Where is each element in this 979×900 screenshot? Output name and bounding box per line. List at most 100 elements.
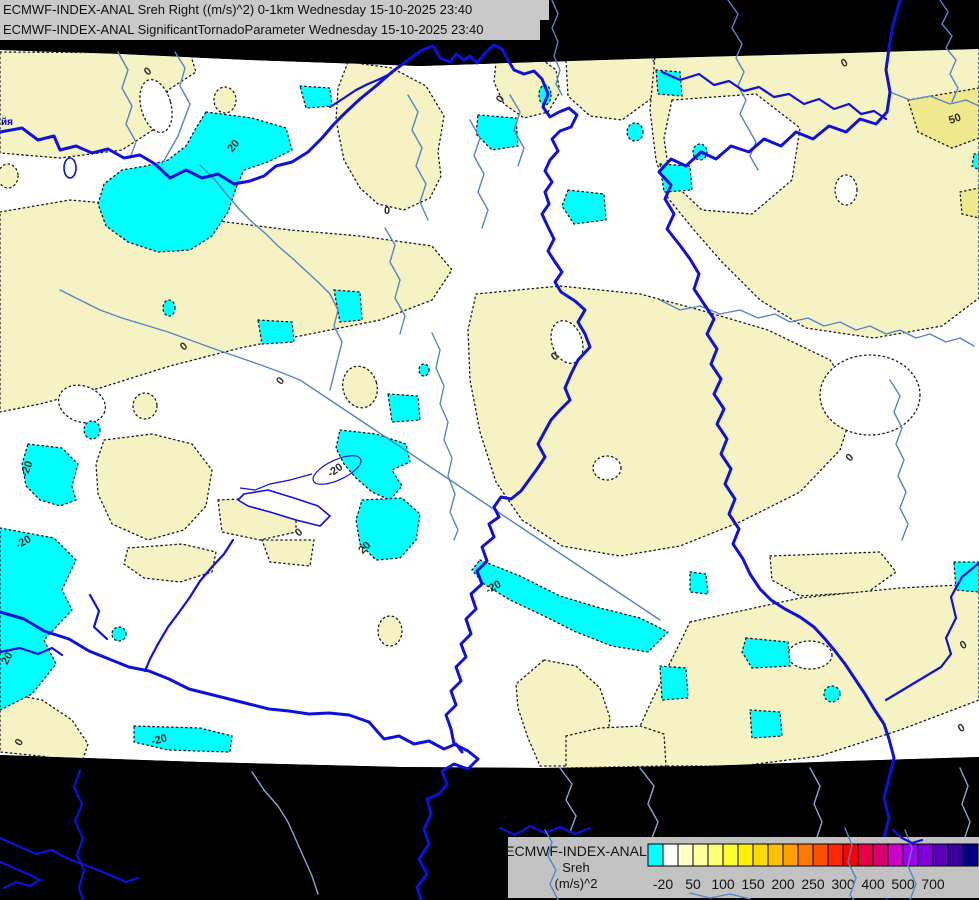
yellow50-contour-region bbox=[907, 87, 979, 149]
yellow50-contour-region bbox=[959, 187, 979, 219]
colorbar-cell bbox=[797, 843, 814, 867]
contour-label: 0 bbox=[494, 93, 507, 105]
colorbar-cell bbox=[662, 843, 679, 867]
major-river bbox=[143, 538, 235, 673]
colorbar-cell bbox=[692, 843, 709, 867]
colorbar-tick-label: -20 bbox=[653, 876, 673, 892]
lake bbox=[239, 473, 313, 491]
strong-positive-regions bbox=[907, 87, 979, 219]
white-enclave bbox=[592, 455, 622, 481]
overlay-rivers bbox=[544, 827, 924, 900]
major-river bbox=[0, 43, 592, 900]
minor-river bbox=[59, 289, 301, 381]
major-river bbox=[498, 824, 592, 837]
colorbar-cell bbox=[872, 843, 889, 867]
major-river bbox=[328, 71, 394, 109]
minor-river bbox=[559, 767, 577, 833]
cyan-contour-region bbox=[97, 111, 293, 253]
colorbar-cell bbox=[932, 843, 949, 867]
map-edge-label: йя bbox=[1, 117, 13, 128]
colorbar-cell bbox=[857, 843, 874, 867]
minor-river bbox=[659, 299, 975, 347]
cyan-contour-region bbox=[133, 725, 233, 753]
legend-parameter: Sreh bbox=[562, 860, 589, 875]
header-line-1: ECMWF-INDEX-ANAL Sreh Right ((m/s)^2) 0-… bbox=[0, 0, 549, 20]
yellow-contour-region bbox=[377, 615, 403, 647]
minor-river bbox=[889, 91, 979, 107]
colorbar-tick-label: 200 bbox=[771, 876, 795, 892]
white-enclave bbox=[139, 78, 173, 134]
colorbar-tick-label: 300 bbox=[831, 876, 855, 892]
cyan-contour-region bbox=[387, 393, 421, 423]
minor-river bbox=[384, 227, 406, 335]
colorbar-tick-label: 700 bbox=[921, 876, 945, 892]
colorbar-tick-label: 250 bbox=[801, 876, 825, 892]
minor-river bbox=[407, 94, 429, 221]
white-enclave bbox=[57, 384, 107, 424]
minor-river bbox=[251, 771, 319, 895]
colorbar-cell bbox=[782, 843, 799, 867]
major-river bbox=[0, 610, 464, 754]
colorbar-cell bbox=[752, 843, 769, 867]
minor-river bbox=[199, 164, 343, 391]
minor-river bbox=[299, 379, 661, 621]
contour-label: 20 bbox=[0, 650, 16, 667]
yellow-contour-region bbox=[95, 433, 213, 541]
minor-river bbox=[431, 332, 459, 541]
white-enclave bbox=[787, 640, 833, 670]
yellow-contour-region bbox=[132, 392, 158, 420]
white-enclave bbox=[663, 93, 801, 215]
colorbar-cell bbox=[767, 843, 784, 867]
cyan-contour-region bbox=[257, 319, 295, 345]
colorbar-cell bbox=[722, 843, 739, 867]
lakes bbox=[63, 157, 362, 527]
overlay-river bbox=[844, 827, 857, 900]
major-river bbox=[72, 768, 86, 900]
cyan-contour-region bbox=[83, 420, 101, 440]
colorbar-cell bbox=[917, 843, 934, 867]
colorbar-tick-label: 150 bbox=[741, 876, 765, 892]
cyan-contour-region bbox=[333, 289, 363, 323]
colorbar-cell bbox=[962, 843, 979, 867]
major-river bbox=[0, 836, 140, 884]
header-line-2: ECMWF-INDEX-ANAL SignificantTornadoParam… bbox=[0, 20, 540, 40]
contour-label: 0 bbox=[839, 57, 850, 70]
overlay-river bbox=[689, 892, 751, 900]
major-river bbox=[884, 561, 979, 702]
yellow-contour-region bbox=[0, 691, 89, 763]
model-domain bbox=[0, 49, 979, 768]
colorbar-cell bbox=[707, 843, 724, 867]
minor-river bbox=[889, 379, 909, 541]
colorbar-tick-label: 50 bbox=[685, 876, 701, 892]
cyan-contour-region bbox=[659, 665, 689, 701]
minor-river bbox=[161, 51, 191, 165]
cyan-contour-region bbox=[689, 571, 709, 595]
contour-label: 50 bbox=[947, 111, 963, 126]
white-enclave bbox=[550, 320, 584, 364]
colorbar-cell bbox=[887, 843, 904, 867]
cyan-contour-region bbox=[655, 69, 683, 97]
contour-label: 0 bbox=[958, 639, 969, 652]
cyan-contour-region bbox=[21, 443, 79, 507]
yellow-contour-region bbox=[261, 539, 315, 567]
contour-label: -20 bbox=[19, 459, 36, 478]
cyan-contour-region bbox=[659, 163, 693, 193]
yellow-contour-region bbox=[213, 86, 237, 114]
colorbar-cell bbox=[947, 843, 964, 867]
major-river bbox=[0, 646, 64, 657]
cyan-contour-region bbox=[162, 299, 176, 317]
major-river bbox=[88, 593, 109, 641]
contour-label: 0 bbox=[956, 722, 967, 735]
white-enclave bbox=[834, 174, 858, 206]
cyan-contour-region bbox=[626, 122, 644, 142]
legend: ECMWF-INDEX-ANAL Sreh (m/s)^2 -20 50 100 15… bbox=[505, 837, 979, 898]
lake bbox=[63, 157, 77, 179]
overlay-river bbox=[544, 829, 559, 900]
legend-units: (m/s)^2 bbox=[555, 876, 598, 891]
cyan-contour-region bbox=[971, 153, 979, 172]
yellow-contour-region bbox=[123, 543, 217, 583]
lake bbox=[237, 489, 331, 527]
minor-river bbox=[939, 0, 959, 103]
